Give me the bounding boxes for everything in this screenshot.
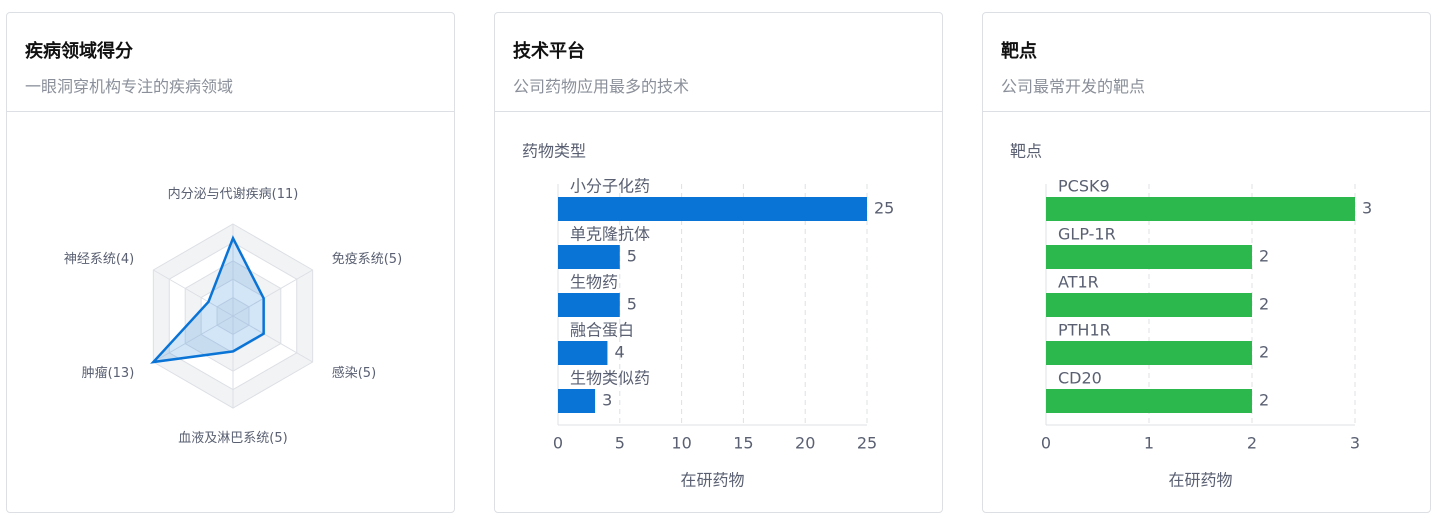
category-label: 生物药	[570, 273, 618, 292]
x-tick-label: 5	[615, 434, 625, 453]
card-title: 疾病领域得分	[25, 41, 133, 62]
value-label: 5	[627, 247, 637, 266]
radar-label: 内分泌与代谢疾病(11)	[168, 186, 299, 202]
category-label: GLP-1R	[1058, 225, 1116, 244]
card-subtitle: 公司最常开发的靶点	[1001, 77, 1146, 96]
value-label: 2	[1259, 391, 1269, 410]
radar-spoke	[153, 269, 234, 317]
card: 技术平台 公司药物应用最多的技术 药物类型 0 5 10 15 20 25 在研药物 小分子化药…	[494, 12, 943, 513]
radar-label: 血液及淋巴系统(5)	[178, 431, 287, 446]
value-label: 25	[874, 199, 894, 218]
radar-spoke	[232, 269, 313, 317]
bar	[1046, 341, 1252, 365]
value-label: 3	[1362, 199, 1372, 218]
bar	[1046, 197, 1355, 221]
card-subtitle: 公司药物应用最多的技术	[513, 77, 690, 96]
category-label: 单克隆抗体	[570, 225, 650, 244]
chart: 内分泌与代谢疾病(11)免疫系统(5)感染(5)血液及淋巴系统(5)肿瘤(13)…	[64, 186, 402, 446]
value-label: 5	[627, 295, 637, 314]
radar-label: 神经系统(4)	[64, 252, 134, 267]
card-subtitle: 一眼洞穿机构专注的疾病领域	[25, 77, 234, 96]
x-tick-label: 15	[733, 434, 753, 453]
value-label: 2	[1259, 295, 1269, 314]
y-axis-title: 药物类型	[522, 142, 586, 161]
category-label: CD20	[1058, 369, 1102, 388]
value-label: (11)	[272, 187, 299, 202]
bar	[1046, 293, 1252, 317]
radar-label: 免疫系统(5)	[332, 251, 402, 267]
card: 疾病领域得分 一眼洞穿机构专注的疾病领域 内分泌与代谢疾病(11) 免疫系统(5)…	[6, 12, 455, 513]
y-axis-title: 靶点	[1010, 142, 1042, 161]
category-label: 小分子化药	[570, 177, 650, 196]
value-label: (5)	[384, 252, 402, 267]
radar-spoke	[232, 315, 313, 363]
value-label: 2	[1259, 247, 1269, 266]
radar-spoke	[153, 315, 234, 363]
value-label: (5)	[358, 366, 376, 381]
bar	[558, 245, 620, 269]
category-label: 神经系统	[64, 252, 116, 267]
value-label: 3	[602, 391, 612, 410]
radar-area	[150, 235, 265, 364]
card-header: 靶点 公司最常开发的靶点	[983, 13, 1430, 112]
bar	[1046, 245, 1252, 269]
x-tick-label: 20	[795, 434, 815, 453]
chart: 药物类型 0 5 10 15 20 25 在研药物 小分子化药 25 单克隆抗体 5 生物药 5 融合蛋白 4…	[522, 142, 894, 490]
category-label: 内分泌与代谢疾病	[168, 186, 272, 202]
x-axis-title: 在研药物	[1168, 471, 1232, 490]
bar	[558, 389, 596, 413]
x-tick-label: 2	[1247, 434, 1257, 453]
category-label: 生物类似药	[570, 369, 650, 388]
category-label: 肿瘤	[82, 365, 108, 381]
category-label: 血液及淋巴系统	[178, 431, 269, 446]
bar	[558, 341, 608, 365]
category-label: 感染	[332, 365, 358, 381]
value-label: (5)	[269, 431, 287, 446]
x-tick-label: 0	[553, 434, 563, 453]
category-label: PTH1R	[1058, 321, 1111, 340]
category-label: PCSK9	[1058, 177, 1110, 196]
card: 靶点 公司最常开发的靶点 靶点 0 1 2 3 在研药物 PCSK9 3 GLP-1R 2 AT1R…	[982, 12, 1431, 513]
value-label: 2	[1259, 343, 1269, 362]
x-tick-label: 10	[671, 434, 691, 453]
x-tick-label: 0	[1041, 434, 1051, 453]
value-label: (13)	[108, 366, 135, 381]
x-tick-label: 1	[1144, 434, 1154, 453]
value-label: (4)	[116, 252, 134, 267]
card-title: 靶点	[1001, 41, 1037, 62]
category-label: AT1R	[1058, 273, 1099, 292]
category-label: 免疫系统	[332, 251, 384, 267]
card-header: 疾病领域得分 一眼洞穿机构专注的疾病领域	[7, 13, 454, 112]
x-tick-label: 25	[857, 434, 877, 453]
radar-label: 感染(5)	[332, 365, 376, 381]
bar	[558, 293, 620, 317]
chart: 靶点 0 1 2 3 在研药物 PCSK9 3 GLP-1R 2 AT1R 2 PTH1R 2 CD20 2	[1010, 142, 1372, 490]
category-label: 融合蛋白	[570, 321, 634, 340]
radar-label: 肿瘤(13)	[82, 365, 135, 381]
bar	[1046, 389, 1252, 413]
x-axis-title: 在研药物	[680, 471, 744, 490]
card-header: 技术平台 公司药物应用最多的技术	[495, 13, 942, 112]
bar	[558, 197, 867, 221]
x-tick-label: 3	[1350, 434, 1360, 453]
card-title: 技术平台	[513, 41, 585, 62]
value-label: 4	[614, 343, 624, 362]
